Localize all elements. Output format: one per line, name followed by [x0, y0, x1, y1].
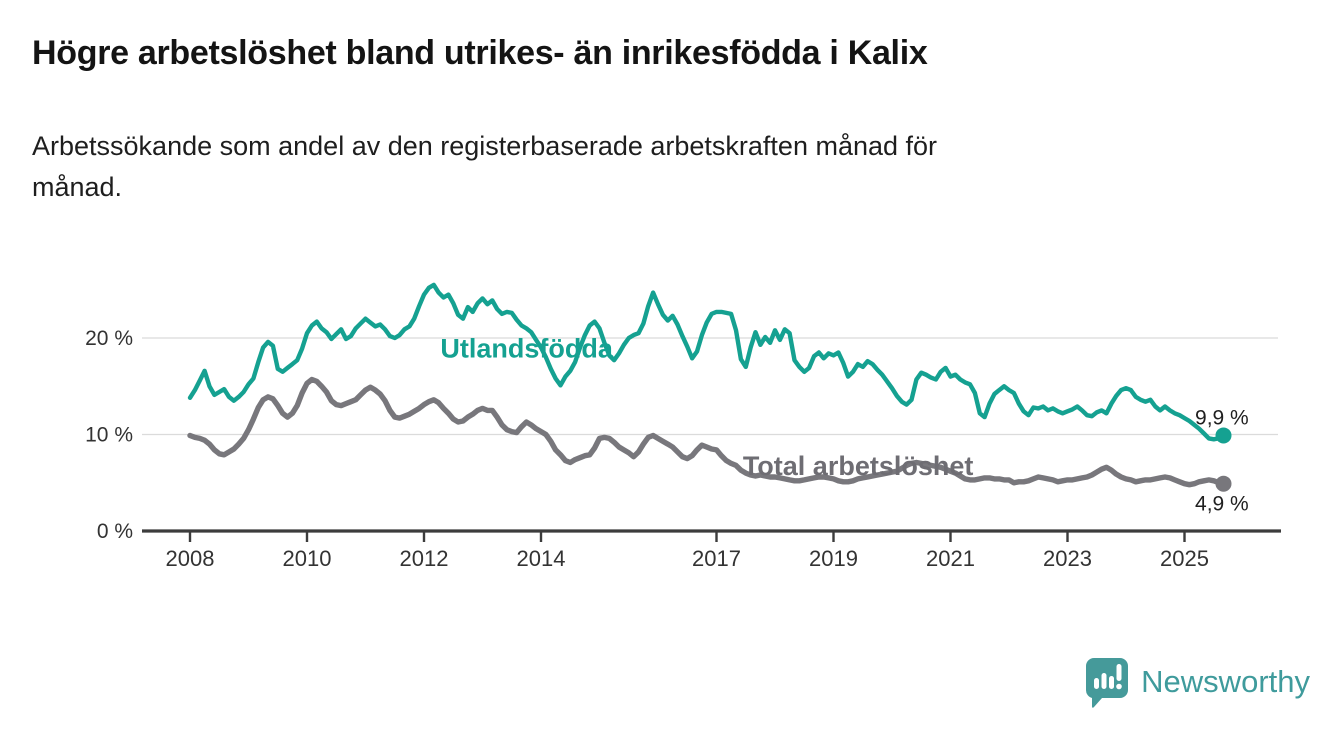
x-axis-tick-label: 2023 — [1043, 546, 1092, 571]
x-axis-tick-label: 2025 — [1160, 546, 1209, 571]
series-end-dot-total — [1215, 475, 1232, 492]
x-axis-tick-label: 2008 — [166, 546, 215, 571]
exclamation-dot — [1116, 683, 1122, 690]
bar-small — [1094, 678, 1100, 689]
speech-bubble-shape — [1086, 658, 1129, 708]
series-end-dot-utlandsfodda — [1215, 427, 1232, 444]
x-axis-tick-label: 2019 — [809, 546, 858, 571]
page-subtitle: Arbetssökande som andel av den registerb… — [32, 126, 1292, 208]
bar-medium — [1101, 673, 1107, 689]
y-axis-tick-label: 0 % — [97, 520, 133, 543]
end-value-utlandsfodda: 9,9 % — [1195, 406, 1249, 429]
bar-short — [1109, 676, 1115, 689]
x-axis-tick-label: 2014 — [517, 546, 566, 571]
page-title: Högre arbetslöshet bland utrikes- än inr… — [32, 34, 928, 72]
subtitle-line-2: månad. — [32, 172, 123, 202]
series-label-utlandsfodda: Utlandsfödda — [440, 333, 613, 363]
y-axis-tick-label: 10 % — [85, 424, 133, 447]
series-label-total: Total arbetslöshet — [743, 451, 974, 481]
x-axis-tick-label: 2010 — [283, 546, 332, 571]
bar-chart-speech-bubble-icon — [1086, 658, 1129, 708]
exclamation-bar — [1116, 664, 1122, 681]
x-axis-tick-label: 2017 — [692, 546, 741, 571]
x-axis-tick-label: 2021 — [926, 546, 975, 571]
newsworthy-logo: Newsworthy — [1084, 656, 1310, 708]
series-line-utlandsfodda — [187, 282, 1226, 442]
end-value-total: 4,9 % — [1195, 493, 1249, 516]
subtitle-line-1: Arbetssökande som andel av den registerb… — [32, 131, 938, 161]
newsworthy-logo-text: Newsworthy — [1141, 664, 1310, 699]
series-line-total — [187, 376, 1227, 488]
y-axis-tick-label: 20 % — [85, 327, 133, 350]
x-axis-tick-label: 2012 — [400, 546, 449, 571]
